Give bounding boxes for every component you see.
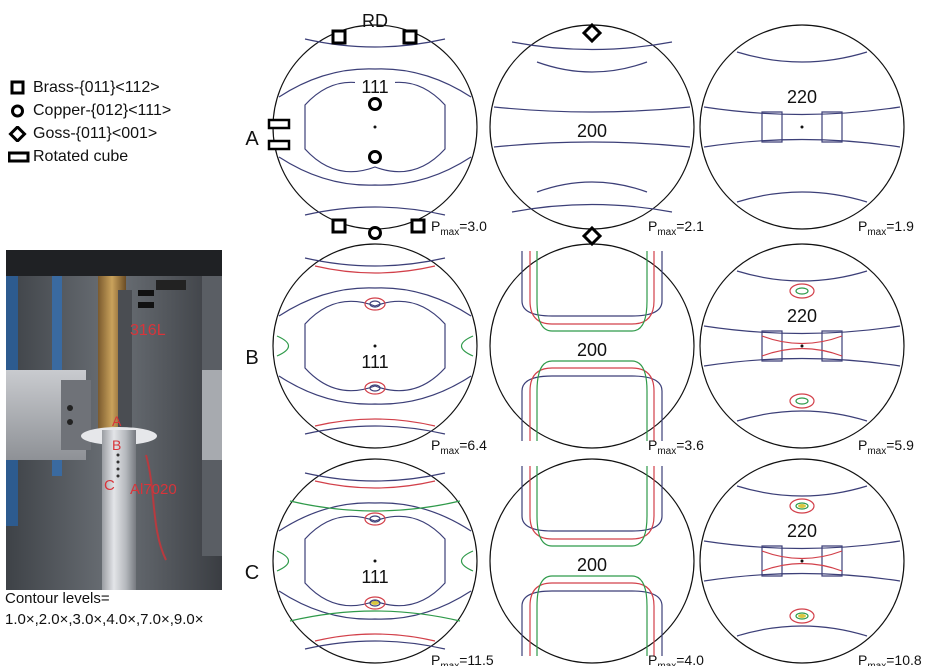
pmax-label: Pmax=2.1 <box>648 218 704 238</box>
pmax-label: Pmax=1.9 <box>858 218 914 238</box>
contour-peak <box>798 614 806 618</box>
rd-label: RD <box>362 11 388 31</box>
plane-label: 200 <box>577 340 607 360</box>
pole-center-mark <box>801 345 804 348</box>
square-icon <box>333 31 345 43</box>
pmax-label: Pmax=5.9 <box>858 437 914 457</box>
square-icon <box>333 220 345 232</box>
pole-center-mark <box>801 560 804 563</box>
plane-label: 200 <box>577 555 607 575</box>
plane-label: 111 <box>361 567 388 587</box>
row-label-c: C <box>245 562 259 584</box>
plane-label: 220 <box>787 521 817 541</box>
pmax-label: Pmax=11.5 <box>431 652 494 666</box>
pmax-label: Pmax=6.4 <box>431 437 487 457</box>
plane-label: 111 <box>361 77 388 97</box>
rectangle-icon <box>269 120 289 128</box>
pole-center-mark <box>374 560 377 563</box>
square-icon <box>412 220 424 232</box>
pmax-label: Pmax=3.6 <box>648 437 704 457</box>
pole-center-mark <box>374 345 377 348</box>
pmax-label: Pmax=10.8 <box>858 652 922 666</box>
plane-label: 220 <box>787 87 817 107</box>
contour-peak <box>371 601 379 605</box>
plane-label: 200 <box>577 121 607 141</box>
pmax-label: Pmax=4.0 <box>648 652 704 666</box>
diamond-icon <box>584 228 600 244</box>
square-icon <box>404 31 416 43</box>
row-label-a: A <box>245 128 259 150</box>
pole-center-mark <box>374 126 377 129</box>
plane-label: 111 <box>361 352 388 372</box>
pmax-label: Pmax=3.0 <box>431 218 487 238</box>
circle-icon <box>370 99 381 110</box>
pole-center-mark <box>801 126 804 129</box>
row-label-b: B <box>245 347 258 369</box>
plane-label: 220 <box>787 306 817 326</box>
contour-peak <box>798 504 806 508</box>
circle-icon <box>370 228 381 239</box>
circle-icon <box>370 152 381 163</box>
rectangle-icon <box>269 141 289 149</box>
